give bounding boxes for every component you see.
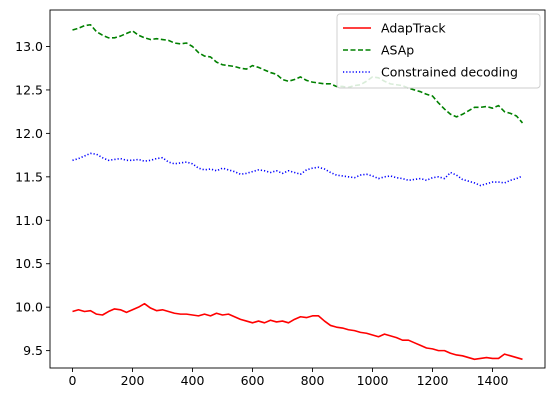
series-line-3	[72, 152, 523, 187]
x-tick-label: 400	[181, 373, 205, 388]
plot-frame	[49, 9, 546, 369]
x-tick-label: 600	[241, 373, 265, 388]
legend-label: AdapTrack	[381, 21, 446, 36]
x-tick-label: 800	[301, 373, 325, 388]
legend-label: Constrained decoding	[381, 65, 518, 80]
x-axis: 0 200 400 600 800 1000 1200 1400	[69, 368, 509, 388]
y-tick-label: 9.5	[23, 343, 43, 358]
x-tick-label: 200	[121, 373, 145, 388]
y-tick-label: 10.5	[15, 256, 43, 271]
x-tick-label: 1200	[417, 373, 449, 388]
y-tick-label: 12.0	[15, 126, 43, 141]
series-layer	[72, 23, 524, 361]
x-tick-label: 1400	[477, 373, 509, 388]
x-tick-label: 0	[69, 373, 77, 388]
legend-label: ASAp	[381, 43, 414, 58]
y-tick-label: 13.0	[15, 39, 43, 54]
series-line-1	[72, 302, 523, 361]
legend-box	[336, 13, 541, 89]
y-tick-label: 10.0	[15, 300, 43, 315]
y-tick-label: 12.5	[15, 82, 43, 97]
y-tick-label: 11.5	[15, 169, 43, 184]
y-axis: 9.5 10.0 10.5 11.0 11.5 12.0 12.5 13.0	[15, 39, 50, 358]
series-line-2	[72, 23, 524, 124]
x-tick-label: 1000	[357, 373, 389, 388]
y-tick-label: 11.0	[15, 213, 43, 228]
legend: AdapTrack ASAp Constrained decoding	[336, 13, 541, 89]
